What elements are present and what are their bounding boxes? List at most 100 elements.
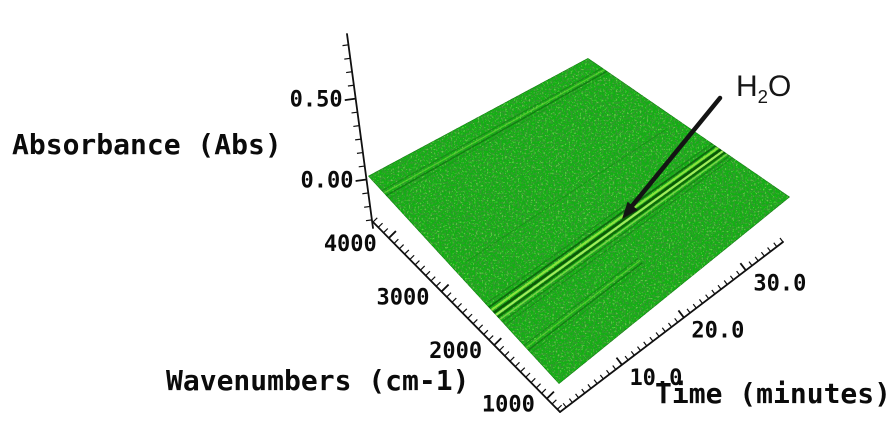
x-axis-tick [499, 345, 505, 351]
x-axis-tick-label: 3000 [376, 286, 429, 311]
z-axis-tick [353, 125, 360, 128]
y-axis-tick [637, 346, 642, 351]
z-axis-tick [364, 205, 371, 208]
x-axis-tick [472, 319, 478, 325]
y-axis-tick [674, 317, 679, 323]
z-axis-tick [355, 138, 362, 141]
y-axis-tick [779, 237, 784, 243]
band-line [492, 148, 722, 314]
h2o-annotation-arrow [622, 95, 723, 219]
x-axis-tick [551, 399, 557, 405]
y-axis-tick [630, 350, 635, 356]
band-line [495, 150, 724, 316]
y-axis-tick [599, 374, 604, 380]
z-axis-tick [362, 192, 369, 195]
x-axis-tick [493, 337, 502, 346]
y-axis-tick [624, 355, 629, 361]
x-axis-tick [451, 297, 457, 303]
x-axis-tick [393, 238, 399, 244]
x-axis-tick [372, 217, 378, 223]
y-axis-title: Time (minutes) [655, 377, 892, 410]
h2o-formula-base: H [736, 70, 758, 103]
y-axis-tick-label: 10.0 [629, 366, 682, 391]
y-axis-tick [593, 379, 598, 385]
band-line [381, 67, 603, 192]
y-axis-tick [773, 242, 778, 248]
x-axis-tick [409, 254, 415, 260]
y-axis-tick [717, 284, 722, 290]
y-axis-tick-label: 30.0 [753, 271, 806, 296]
x-axis-tick [530, 377, 536, 383]
arrow-shaft [629, 95, 723, 209]
x-axis-tick [525, 372, 531, 378]
band-line [485, 142, 713, 305]
band-line [523, 257, 639, 347]
y-axis-tick [667, 322, 672, 328]
x-axis-tick [467, 313, 473, 319]
x-axis-tick [383, 228, 389, 234]
y-axis-tick [661, 327, 666, 333]
z-axis-tick [365, 219, 372, 222]
x-axis-tick [456, 302, 462, 309]
y-axis-tick [655, 332, 660, 337]
band-line [501, 154, 731, 323]
y-axis-tick [568, 398, 573, 403]
y-axis-tick [698, 299, 703, 304]
x-axis-tick [462, 308, 468, 314]
h2o-formula-suffix: O [768, 70, 792, 103]
x-axis-tick-label: 4000 [324, 232, 377, 257]
y-axis-tick [739, 262, 747, 271]
x-axis-tick [509, 356, 515, 362]
arrow-head [622, 201, 638, 219]
y-axis: 10.0 20.0 30.0 [556, 237, 806, 413]
x-axis-tick [377, 222, 383, 228]
z-axis-tick-label: 0.00 [301, 169, 354, 194]
y-axis-tick [711, 289, 716, 295]
x-axis-title: Wavenumbers (cm-1) [166, 364, 470, 397]
band-line [527, 261, 644, 351]
surface-edge [368, 58, 790, 384]
band-line [496, 151, 726, 319]
band-line [466, 128, 667, 262]
z-axis-tick [344, 57, 351, 60]
band-line [504, 157, 734, 326]
band-line [499, 153, 728, 321]
band-line [383, 68, 605, 194]
y-axis-tick [677, 309, 685, 319]
y-axis-tick [686, 308, 691, 314]
y-axis-tick [736, 270, 741, 276]
x-axis: 4000 3000 2000 1000 [324, 217, 563, 418]
band-h2o-bend-band [485, 142, 734, 326]
y-axis-tick [705, 294, 710, 300]
x-axis-tick [398, 244, 405, 250]
y-axis-tick [606, 369, 611, 375]
x-axis-tick [535, 383, 541, 389]
y-axis-tick [562, 402, 567, 408]
x-axis-tick [388, 230, 397, 239]
x-axis-tick [546, 390, 555, 400]
y-axis-tick [612, 365, 617, 370]
x-axis-tick [514, 361, 520, 367]
z-axis-tick [351, 111, 358, 114]
z-axis-tick [346, 71, 353, 74]
h2o-annotation-label: H2O [736, 70, 792, 106]
y-axis-tick [748, 261, 753, 266]
y-axis-tick [587, 384, 592, 389]
band-baseline-ripple [466, 128, 667, 262]
band-line [488, 145, 717, 309]
y-axis-tick [649, 336, 654, 342]
band-line [385, 70, 608, 197]
band-line [525, 259, 641, 349]
x-axis-tick-label: 1000 [482, 393, 535, 418]
y-axis-tick [581, 388, 586, 394]
y-axis-tick [692, 303, 697, 309]
z-axis-tick [358, 165, 365, 168]
x-axis-line [372, 221, 561, 413]
y-axis-tick [754, 256, 759, 262]
x-axis-tick [425, 270, 431, 276]
x-axis-tick [541, 388, 547, 394]
y-axis-tick [615, 357, 623, 366]
y-axis-tick [643, 341, 648, 347]
